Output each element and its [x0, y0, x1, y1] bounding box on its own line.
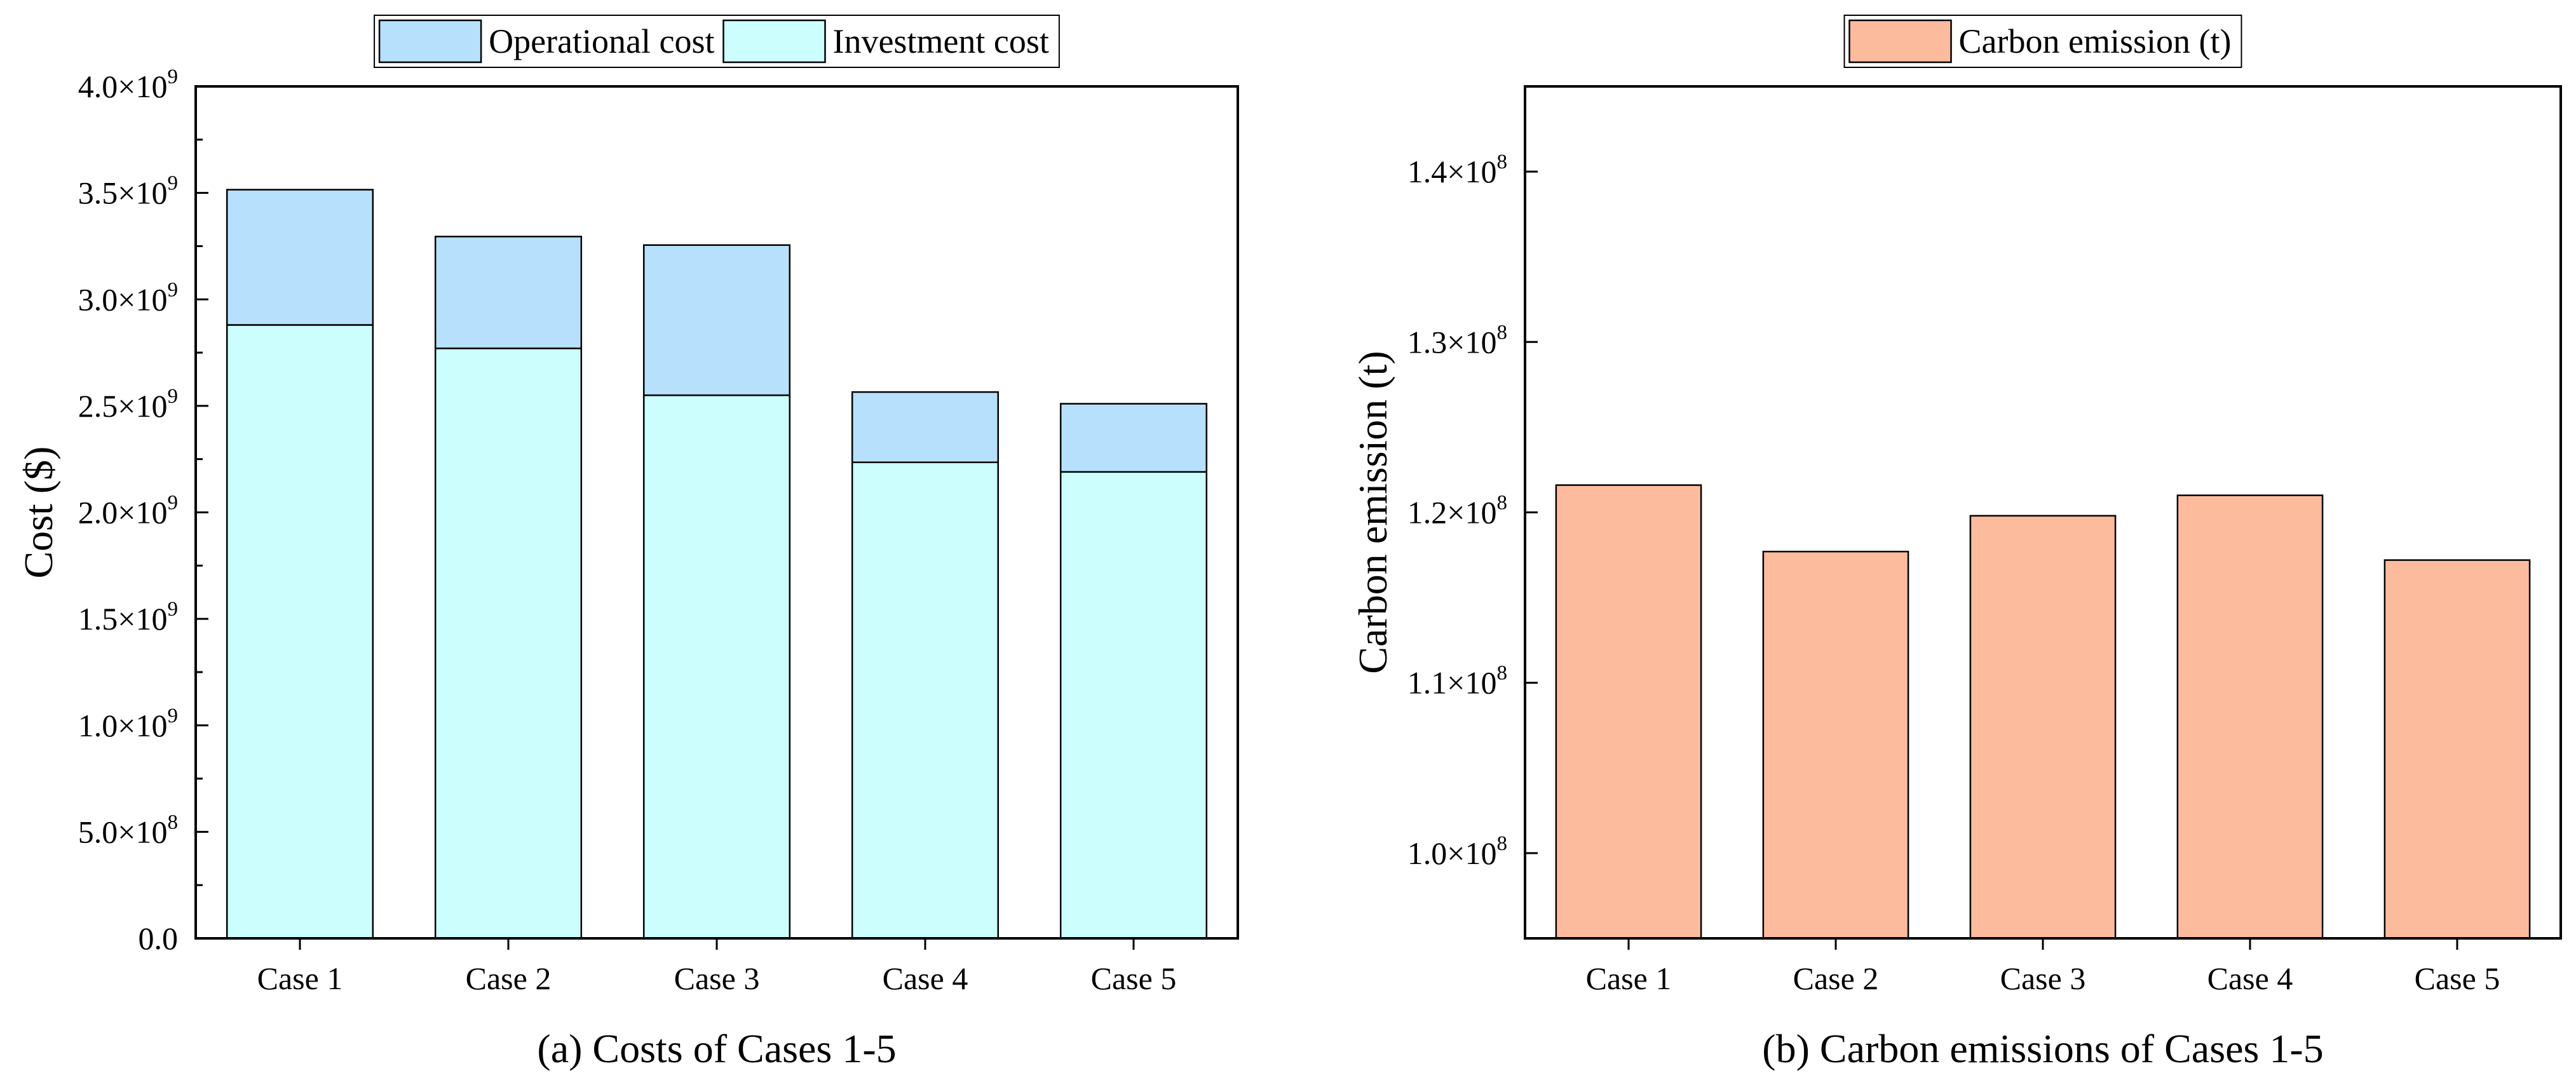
y-tick-label: 2.5×109 — [78, 385, 178, 424]
bar-operational-cost-case-5 — [1059, 403, 1208, 473]
legend: Carbon emission (t) — [1843, 15, 2242, 68]
y-tick-label: 0.0 — [139, 921, 179, 956]
bar-investment-cost-case-3 — [642, 394, 791, 940]
bars — [226, 189, 1208, 940]
bar-operational-cost-case-2 — [434, 236, 583, 349]
bar-investment-cost-case-1 — [226, 324, 374, 940]
x-tick-label-case-1: Case 1 — [257, 961, 343, 996]
legend-swatch-operational-cost — [378, 19, 482, 64]
legend-label: Investment cost — [832, 22, 1048, 60]
legend-box — [374, 15, 1060, 68]
y-axis: 0.0 5.0×108 1.0×109 1.5×109 2.0×109 2.5×109 3.… — [78, 65, 208, 956]
y-tick-label: 1.0×109 — [78, 705, 178, 743]
x-tick-label-case-2: Case 2 — [466, 961, 552, 996]
figure-caption: (b) Carbon emissions of Cases 1-5 — [1762, 1026, 2323, 1071]
x-tick-label-case-3: Case 3 — [674, 961, 760, 996]
y-tick-label: 1.5×109 — [78, 598, 178, 637]
x-tick-label-case-4: Case 4 — [883, 961, 968, 996]
legend-label: Operational cost — [489, 22, 714, 60]
y-tick-label: 5.0×108 — [78, 811, 178, 849]
y-tick-label: 4.0×109 — [78, 65, 178, 104]
chart-panel-a: 0.0 5.0×108 1.0×109 1.5×109 2.0×109 2.5×109 3.… — [16, 15, 1239, 1071]
chart-panel-b: 1.0×108 1.1×108 1.2×108 1.3×108 1.4×108 Case … — [1350, 15, 2562, 1071]
bars — [1555, 484, 2531, 940]
y-tick-label: 3.5×109 — [78, 172, 178, 211]
y-tick-label: 1.2×108 — [1407, 492, 1507, 530]
legend-swatch-investment-cost — [722, 19, 826, 64]
y-tick-label: 3.0×109 — [78, 278, 178, 317]
bar-investment-cost-case-4 — [851, 461, 1000, 940]
y-axis-title: Carbon emission (t) — [1350, 351, 1395, 673]
bar-carbon-emission-t-case-4 — [2176, 494, 2324, 940]
x-tick-label-case-5: Case 5 — [1091, 961, 1177, 996]
figure-caption: (a) Costs of Cases 1-5 — [537, 1026, 896, 1071]
x-tick-label-case-4: Case 4 — [2207, 961, 2293, 996]
legend: Operational cost Investment cost — [374, 15, 1060, 68]
y-tick-label: 1.3×108 — [1407, 321, 1507, 360]
x-tick-label-case-1: Case 1 — [1586, 961, 1672, 996]
x-tick-label-case-2: Case 2 — [1793, 961, 1879, 996]
bar-operational-cost-case-3 — [642, 244, 791, 396]
x-axis: Case 1 Case 2 Case 3 Case 4 Case 5 — [1586, 938, 2500, 996]
y-axis-title: Cost ($) — [16, 447, 61, 579]
bar-carbon-emission-t-case-2 — [1762, 550, 1909, 940]
y-tick-label: 2.0×109 — [78, 492, 178, 530]
x-tick-label-case-3: Case 3 — [2000, 961, 2086, 996]
y-tick-label: 1.4×108 — [1407, 151, 1507, 189]
x-tick-label-case-5: Case 5 — [2415, 961, 2500, 996]
bar-carbon-emission-t-case-5 — [2383, 559, 2531, 940]
legend-label: Carbon emission (t) — [1959, 22, 2232, 60]
legend-swatch-carbon-emission-t — [1848, 19, 1952, 64]
bar-operational-cost-case-1 — [226, 189, 374, 326]
x-axis: Case 1 Case 2 Case 3 Case 4 Case 5 — [257, 938, 1177, 996]
y-tick-label: 1.1×108 — [1407, 662, 1507, 701]
bar-carbon-emission-t-case-1 — [1555, 484, 1702, 940]
y-tick-label: 1.0×108 — [1407, 832, 1507, 871]
y-axis: 1.0×108 1.1×108 1.2×108 1.3×108 1.4×108 — [1407, 151, 1538, 871]
bar-carbon-emission-t-case-3 — [1969, 515, 2117, 940]
bar-operational-cost-case-4 — [851, 391, 1000, 463]
bar-investment-cost-case-2 — [434, 348, 583, 940]
bar-investment-cost-case-5 — [1059, 471, 1208, 940]
